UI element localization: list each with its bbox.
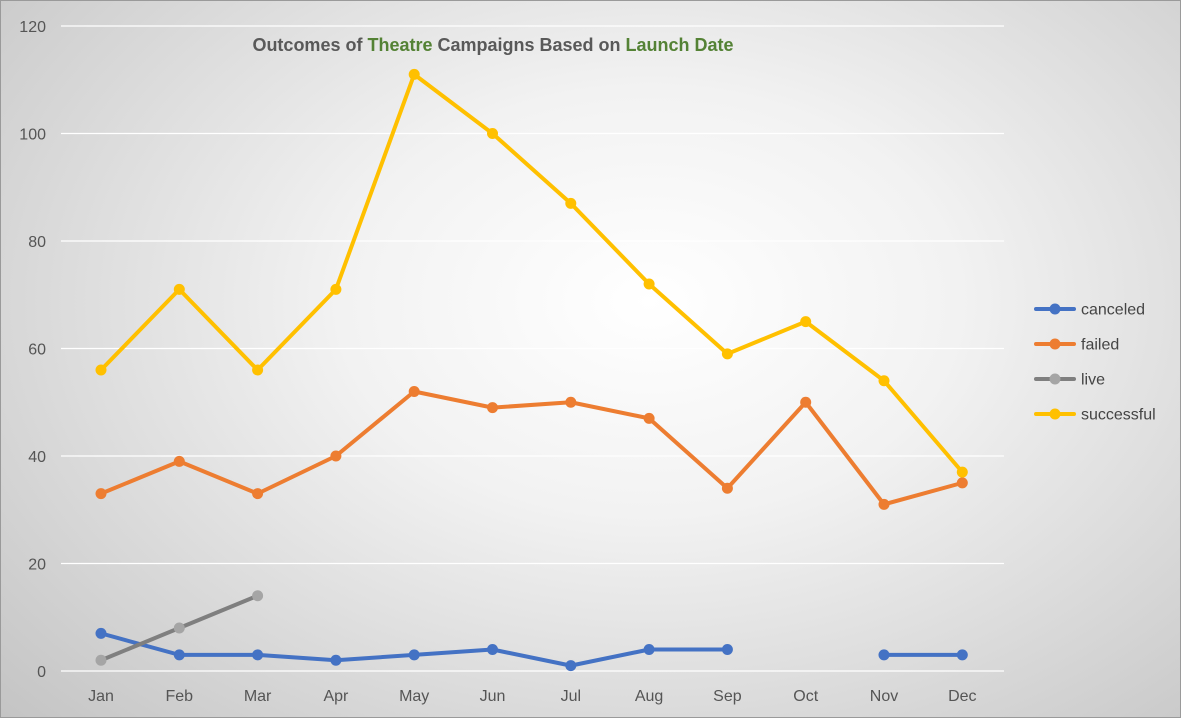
data-point-live bbox=[95, 654, 107, 666]
data-point-failed bbox=[408, 386, 420, 397]
data-point-successful bbox=[252, 364, 264, 376]
data-point-failed bbox=[878, 498, 890, 510]
data-point-failed bbox=[487, 402, 498, 414]
data-point-failed bbox=[956, 477, 968, 489]
series-canceled bbox=[95, 627, 968, 672]
data-point-successful bbox=[95, 364, 107, 376]
series-successful bbox=[95, 68, 968, 478]
data-point-live bbox=[252, 590, 264, 602]
data-point-successful bbox=[956, 466, 968, 478]
series-layer bbox=[95, 68, 968, 672]
y-axis-ticks: 0 20 40 60 80 100 120 bbox=[19, 19, 46, 681]
data-point-live bbox=[173, 622, 185, 634]
data-point-successful bbox=[878, 375, 890, 387]
y-tick-label: 80 bbox=[28, 234, 46, 251]
legend-label: canceled bbox=[1081, 302, 1145, 319]
data-point-failed bbox=[95, 488, 107, 500]
data-point-successful bbox=[800, 316, 812, 328]
data-point-failed bbox=[721, 482, 733, 494]
data-point-canceled bbox=[643, 644, 655, 655]
x-tick-label: Apr bbox=[323, 688, 349, 705]
data-point-successful bbox=[173, 283, 185, 295]
title-part: Campaigns Based on bbox=[432, 35, 625, 55]
data-point-failed bbox=[643, 412, 655, 424]
data-point-failed bbox=[173, 455, 185, 467]
data-point-canceled bbox=[408, 649, 420, 661]
legend: canceled failed live successful bbox=[1034, 302, 1156, 424]
y-tick-label: 120 bbox=[19, 19, 46, 36]
data-point-failed bbox=[330, 450, 342, 462]
x-tick-label: Dec bbox=[948, 688, 976, 705]
data-point-canceled bbox=[721, 644, 733, 655]
data-point-successful bbox=[643, 278, 655, 290]
legend-label: successful bbox=[1081, 407, 1156, 424]
x-tick-label: Feb bbox=[166, 688, 194, 705]
x-axis-ticks: Jan Feb Mar Apr May Jun Jul Aug Sep Oct Nov Dec bbox=[88, 688, 976, 705]
x-tick-label: Jul bbox=[561, 688, 581, 705]
legend-label: live bbox=[1081, 372, 1105, 389]
x-tick-label: Nov bbox=[870, 688, 898, 705]
legend-swatch-marker bbox=[1049, 303, 1061, 315]
series-failed bbox=[95, 386, 968, 510]
y-tick-label: 40 bbox=[28, 449, 46, 466]
data-point-failed bbox=[565, 396, 577, 408]
data-point-successful bbox=[565, 197, 577, 209]
legend-item-successful: successful bbox=[1034, 407, 1156, 424]
series-live bbox=[95, 590, 264, 666]
y-tick-label: 0 bbox=[37, 664, 46, 681]
data-point-canceled bbox=[565, 660, 577, 672]
data-point-canceled bbox=[173, 649, 185, 661]
series-line-failed bbox=[99, 389, 965, 507]
x-tick-label: Mar bbox=[244, 688, 272, 705]
data-point-successful bbox=[721, 348, 733, 360]
y-tick-label: 60 bbox=[28, 342, 46, 359]
legend-swatch-marker bbox=[1049, 373, 1061, 385]
x-tick-label: May bbox=[399, 688, 429, 705]
data-point-successful bbox=[330, 283, 342, 295]
data-point-failed bbox=[252, 488, 264, 500]
data-point-failed bbox=[800, 396, 812, 408]
legend-item-canceled: canceled bbox=[1034, 302, 1145, 319]
title-part: Theatre bbox=[367, 35, 432, 55]
x-tick-label: Jan bbox=[88, 688, 114, 705]
data-point-canceled bbox=[956, 649, 968, 661]
data-point-canceled bbox=[330, 654, 342, 666]
data-point-canceled bbox=[878, 649, 890, 661]
legend-label: failed bbox=[1081, 337, 1119, 354]
legend-swatch-marker bbox=[1049, 338, 1061, 350]
legend-item-failed: failed bbox=[1034, 337, 1119, 354]
data-point-canceled bbox=[487, 644, 498, 655]
legend-swatch-marker bbox=[1049, 408, 1061, 420]
title-part: Launch Date bbox=[626, 35, 734, 55]
data-point-successful bbox=[487, 128, 498, 139]
x-tick-label: Sep bbox=[713, 688, 742, 705]
y-tick-label: 20 bbox=[28, 557, 46, 574]
x-tick-label: Aug bbox=[635, 688, 663, 705]
data-point-canceled bbox=[252, 649, 264, 661]
data-point-successful bbox=[408, 68, 420, 80]
chart-title: Outcomes of Theatre Campaigns Based on L… bbox=[252, 35, 733, 55]
title-part: Outcomes of bbox=[252, 35, 367, 55]
x-tick-label: Jun bbox=[480, 688, 506, 705]
data-point-canceled bbox=[95, 627, 107, 639]
x-tick-label: Oct bbox=[793, 688, 818, 705]
gridlines bbox=[61, 25, 1004, 672]
y-tick-label: 100 bbox=[19, 127, 46, 144]
legend-item-live: live bbox=[1034, 372, 1105, 389]
series-line-successful bbox=[99, 72, 965, 475]
